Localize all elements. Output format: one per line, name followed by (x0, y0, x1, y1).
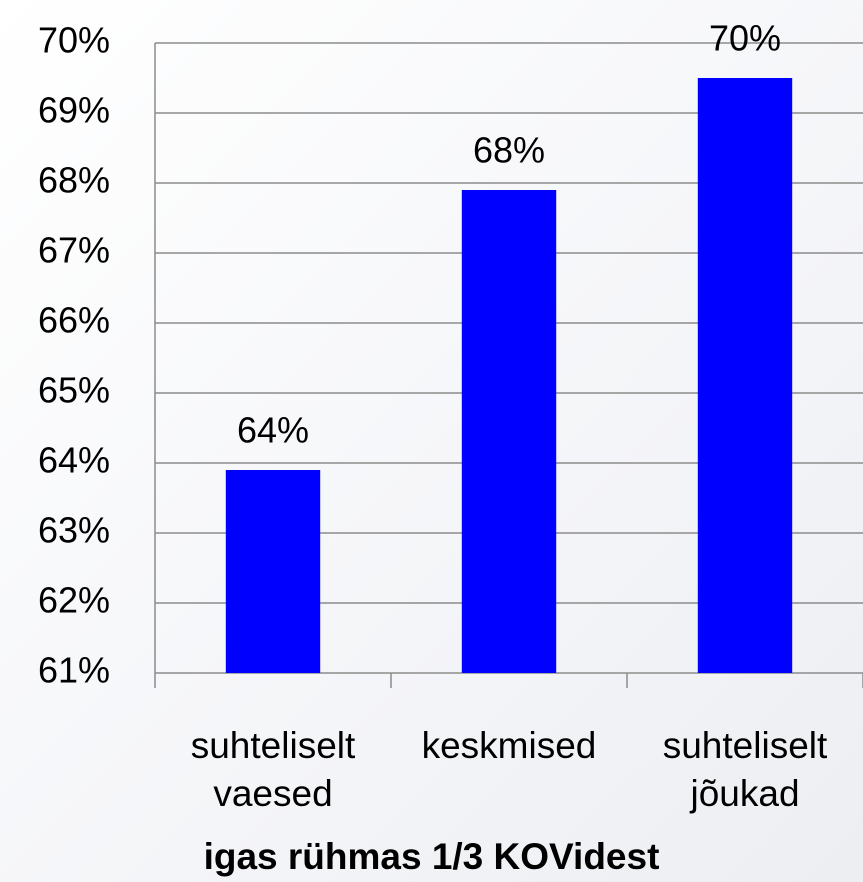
y-tick-label: 63% (38, 510, 110, 551)
y-tick-label: 69% (38, 90, 110, 131)
value-label: 70% (709, 18, 781, 59)
y-tick-label: 66% (38, 300, 110, 341)
y-tick-label: 62% (38, 580, 110, 621)
x-tick-label: suhteliselt jõukad (662, 725, 828, 814)
y-tick-label: 61% (38, 650, 110, 691)
y-tick-label: 65% (38, 370, 110, 411)
y-tick-label: 64% (38, 440, 110, 481)
bar (225, 470, 321, 673)
bar (461, 190, 557, 673)
value-label: 68% (473, 130, 545, 171)
y-tick-label: 67% (38, 230, 110, 271)
bar (697, 78, 793, 673)
value-label: 64% (237, 410, 309, 451)
x-tick-label: suhteliselt vaesed (190, 725, 356, 814)
x-tick-label: keskmised (421, 725, 597, 766)
y-tick-label: 68% (38, 160, 110, 201)
x-axis-title: igas rühmas 1/3 KOVidest (203, 836, 660, 877)
y-tick-label: 70% (38, 20, 110, 61)
